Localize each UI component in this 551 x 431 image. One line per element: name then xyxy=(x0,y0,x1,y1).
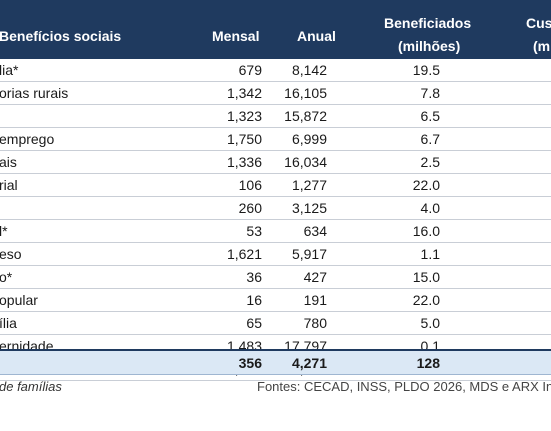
table-row: orias rurais 1,342 16,105 7.8 12 xyxy=(0,82,551,105)
header-custo-unit: (m xyxy=(533,38,551,54)
row-name: o* xyxy=(0,269,13,285)
row-mensal: 16 xyxy=(246,292,262,308)
row-name: orias rurais xyxy=(0,85,69,101)
row-mensal: 1,621 xyxy=(226,246,262,262)
header-mensal: Mensal xyxy=(212,28,260,44)
row-mensal: 36 xyxy=(246,269,262,285)
row-custo: 6 xyxy=(515,246,551,262)
row-beneficiados: 19.5 xyxy=(412,62,440,78)
row-custo: 39 xyxy=(515,154,551,170)
row-beneficiados: 4.0 xyxy=(420,200,440,216)
total-mensal: 356 xyxy=(238,355,262,371)
table-row: ília 65 780 5.0 3 xyxy=(0,312,551,335)
row-mensal: 106 xyxy=(238,177,262,193)
row-beneficiados: 15.0 xyxy=(412,269,440,285)
row-anual: 6,999 xyxy=(291,131,327,147)
row-anual: 16,034 xyxy=(284,154,327,170)
row-anual: 3,125 xyxy=(291,200,327,216)
row-name: opular xyxy=(0,292,38,308)
footnote: de famílias xyxy=(0,379,62,394)
table-row: l* 53 634 16.0 10 xyxy=(0,220,551,243)
row-custo: 12 xyxy=(515,200,551,216)
row-custo: 15 xyxy=(515,62,551,78)
row-custo: 10 xyxy=(515,108,551,124)
row-name: ília xyxy=(0,315,17,331)
table-row: opular 16 191 22.0 4 xyxy=(0,289,551,312)
row-mensal: 1,750 xyxy=(226,131,262,147)
table-row: o* 36 427 15.0 6 xyxy=(0,266,551,289)
table-row: eso 1,621 5,917 1.1 6 xyxy=(0,243,551,266)
sources-note: Fontes: CECAD, INSS, PLDO 2026, MDS e AR… xyxy=(257,379,551,394)
row-beneficiados: 6.7 xyxy=(420,131,440,147)
header-custo: Cust xyxy=(526,15,551,31)
header-name: Benefícios sociais xyxy=(0,28,122,44)
row-mensal: 1,336 xyxy=(226,154,262,170)
table-row: 260 3,125 4.0 12 xyxy=(0,197,551,220)
row-mensal: 679 xyxy=(238,62,262,78)
row-mensal: 53 xyxy=(246,223,262,239)
row-mensal: 1,323 xyxy=(226,108,262,124)
total-row: 356 4,271 128 54 xyxy=(0,349,551,375)
row-anual: 191 xyxy=(303,292,327,308)
table-row: emprego 1,750 6,999 6.7 4( xyxy=(0,128,551,151)
row-anual: 634 xyxy=(303,223,327,239)
total-beneficiados: 128 xyxy=(416,355,440,371)
row-beneficiados: 6.5 xyxy=(420,108,440,124)
table-row: ais 1,336 16,034 2.5 39 xyxy=(0,151,551,174)
row-custo: 4 xyxy=(515,292,551,308)
table-row: lia* 679 8,142 19.5 15 xyxy=(0,59,551,82)
row-beneficiados: 16.0 xyxy=(412,223,440,239)
row-anual: 427 xyxy=(303,269,327,285)
row-custo: 3 xyxy=(515,315,551,331)
row-name: lia* xyxy=(0,62,19,78)
row-beneficiados: 5.0 xyxy=(420,315,440,331)
header-beneficiados-unit: (milhões) xyxy=(398,38,461,54)
row-custo: 6 xyxy=(515,269,551,285)
row-anual: 8,142 xyxy=(291,62,327,78)
row-anual: 15,872 xyxy=(284,108,327,124)
row-name: ais xyxy=(0,154,17,170)
table-header: Benefícios sociais Mensal Anual Benefici… xyxy=(0,0,551,59)
header-beneficiados: Beneficiados xyxy=(384,15,472,31)
row-beneficiados: 7.8 xyxy=(420,85,440,101)
row-anual: 5,917 xyxy=(291,246,327,262)
row-custo: 10 xyxy=(515,223,551,239)
row-mensal: 1,342 xyxy=(226,85,262,101)
row-custo: 4( xyxy=(515,131,551,147)
row-name: l* xyxy=(0,223,8,239)
row-name: rial xyxy=(0,177,18,193)
table-row: rial 106 1,277 22.0 28 xyxy=(0,174,551,197)
row-anual: 16,105 xyxy=(284,85,327,101)
table-row: 1,323 15,872 6.5 10 xyxy=(0,105,551,128)
row-mensal: 260 xyxy=(238,200,262,216)
row-beneficiados: 22.0 xyxy=(412,292,440,308)
row-beneficiados: 1.1 xyxy=(420,246,440,262)
header-anual: Anual xyxy=(297,28,336,44)
row-mensal: 65 xyxy=(246,315,262,331)
row-anual: 780 xyxy=(303,315,327,331)
row-name: eso xyxy=(0,246,22,262)
row-anual: 1,277 xyxy=(291,177,327,193)
row-custo: 12 xyxy=(515,85,551,101)
row-custo: 28 xyxy=(515,177,551,193)
row-beneficiados: 2.5 xyxy=(420,154,440,170)
total-anual: 4,271 xyxy=(291,355,327,371)
total-custo: 54 xyxy=(515,355,551,371)
row-beneficiados: 22.0 xyxy=(412,177,440,193)
row-name: emprego xyxy=(0,131,55,147)
